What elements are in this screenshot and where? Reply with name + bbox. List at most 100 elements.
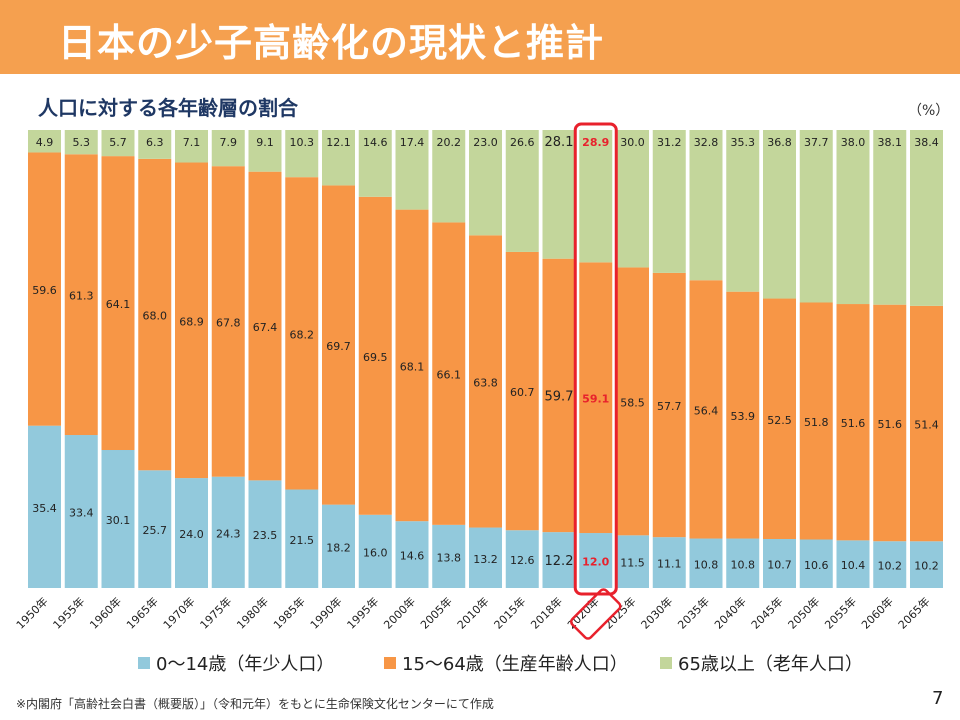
legend-swatch-young	[138, 657, 150, 669]
legend-item-elderly: 65歳以上（老年人口）	[660, 650, 863, 676]
data-label-working-13: 60.7	[510, 386, 535, 399]
bar-elderly-23	[873, 130, 907, 305]
data-label-elderly-11: 20.2	[437, 136, 462, 149]
bar-working-8	[322, 185, 355, 505]
data-label-working-22: 51.6	[841, 417, 866, 430]
legend-item-working: 15～64歳（生産年齢人口）	[384, 650, 628, 676]
data-label-elderly-17: 31.2	[657, 136, 682, 149]
data-label-working-5: 67.8	[216, 316, 241, 329]
bar-working-21	[799, 302, 833, 540]
data-label-working-23: 51.6	[878, 418, 903, 431]
data-label-young-24: 10.2	[914, 560, 939, 573]
data-label-working-24: 51.4	[914, 419, 939, 432]
data-label-young-8: 18.2	[326, 541, 351, 554]
bar-elderly-24	[910, 130, 943, 306]
bar-working-22	[836, 304, 870, 541]
data-label-young-16: 11.5	[620, 557, 645, 570]
data-label-young-15: 12.0	[582, 556, 609, 569]
page-title: 日本の少子高齢化の現状と推計	[58, 21, 605, 65]
x-tick-label-4: 1970年	[160, 594, 197, 631]
bar-working-24	[910, 305, 943, 542]
bar-elderly-16	[616, 130, 649, 268]
data-label-elderly-20: 36.8	[767, 136, 792, 149]
bar-young-7	[285, 489, 319, 588]
data-label-working-19: 53.9	[731, 410, 756, 423]
x-tick-label-23: 2060年	[858, 594, 895, 631]
data-label-elderly-15: 28.9	[582, 136, 609, 149]
data-label-young-13: 12.6	[510, 554, 535, 567]
x-tick-label-14: 2018年	[528, 594, 565, 631]
chart-title: 人口に対する各年齢層の割合	[38, 96, 298, 120]
data-label-young-17: 11.1	[657, 558, 682, 571]
bar-young-15	[579, 533, 613, 588]
data-label-young-12: 13.2	[473, 553, 498, 566]
x-tick-label-7: 1985年	[270, 594, 307, 631]
bar-elderly-14	[542, 130, 576, 259]
data-label-young-19: 10.8	[731, 558, 756, 571]
bar-young-5	[211, 476, 245, 588]
data-label-elderly-5: 7.9	[220, 136, 238, 149]
data-label-elderly-14: 28.1	[545, 135, 574, 150]
bar-working-18	[689, 280, 723, 539]
bar-young-17	[652, 537, 686, 588]
data-label-working-18: 56.4	[694, 404, 719, 417]
data-label-elderly-21: 37.7	[804, 136, 829, 149]
x-tick-label-11: 2005年	[417, 594, 454, 631]
data-label-elderly-3: 6.3	[146, 136, 164, 149]
bar-young-11	[432, 524, 466, 588]
data-label-elderly-13: 26.6	[510, 136, 535, 149]
bar-elderly-18	[689, 130, 723, 281]
bar-working-1	[64, 154, 98, 436]
bar-young-24	[910, 541, 943, 588]
bar-young-14	[542, 532, 576, 588]
data-label-working-7: 68.2	[290, 328, 315, 341]
data-label-young-6: 23.5	[253, 529, 278, 542]
bar-working-17	[652, 272, 686, 538]
bar-elderly-5	[211, 130, 245, 167]
x-tick-label-18: 2035年	[675, 594, 712, 631]
data-label-young-14: 12.2	[545, 554, 574, 569]
x-tick-label-2: 1960年	[87, 594, 124, 631]
bar-elderly-17	[652, 130, 686, 273]
x-tick-label-5: 1975年	[197, 594, 234, 631]
bar-elderly-4	[175, 130, 208, 163]
data-label-working-4: 68.9	[179, 315, 204, 328]
data-label-working-1: 61.3	[69, 290, 94, 303]
data-label-young-7: 21.5	[290, 534, 315, 547]
bar-young-2	[101, 450, 135, 588]
data-label-elderly-0: 4.9	[36, 136, 54, 149]
data-label-working-9: 69.5	[363, 351, 388, 364]
bar-young-21	[799, 539, 833, 588]
x-tick-label-12: 2010年	[454, 594, 491, 631]
bar-elderly-11	[432, 130, 466, 223]
data-label-elderly-8: 12.1	[326, 136, 351, 149]
bar-elderly-13	[505, 130, 539, 252]
source-note: ※内閣府「高齢社会白書（概要版）」（令和元年）をもとに生命保険文化センターにて作…	[16, 697, 494, 711]
data-label-elderly-10: 17.4	[400, 136, 425, 149]
title-banner: 日本の少子高齢化の現状と推計	[0, 0, 960, 74]
data-label-young-9: 16.0	[363, 546, 388, 559]
bar-working-13	[505, 251, 539, 531]
data-label-elderly-1: 5.3	[73, 136, 91, 149]
bar-young-10	[395, 521, 429, 588]
x-tick-label-17: 2030年	[638, 594, 675, 631]
x-tick-label-1: 1955年	[50, 594, 87, 631]
bar-working-6	[248, 171, 282, 481]
x-tick-label-0: 1950年	[13, 594, 50, 631]
x-tick-label-10: 2000年	[381, 594, 418, 631]
bar-young-4	[175, 478, 208, 588]
bar-working-4	[175, 162, 208, 479]
x-tick-label-15: 2020年	[564, 594, 601, 631]
data-label-working-3: 68.0	[143, 310, 168, 323]
data-label-young-0: 35.4	[32, 502, 57, 515]
data-label-elderly-2: 5.7	[109, 136, 127, 149]
data-label-working-6: 67.4	[253, 321, 278, 334]
bar-elderly-19	[726, 130, 760, 292]
data-label-elderly-22: 38.0	[841, 136, 866, 149]
x-tick-label-20: 2045年	[748, 594, 785, 631]
data-label-elderly-12: 23.0	[473, 136, 498, 149]
bar-elderly-9	[358, 130, 392, 197]
legend-swatch-elderly	[660, 657, 672, 669]
legend-swatch-working	[384, 657, 396, 669]
bar-elderly-15	[579, 130, 613, 263]
